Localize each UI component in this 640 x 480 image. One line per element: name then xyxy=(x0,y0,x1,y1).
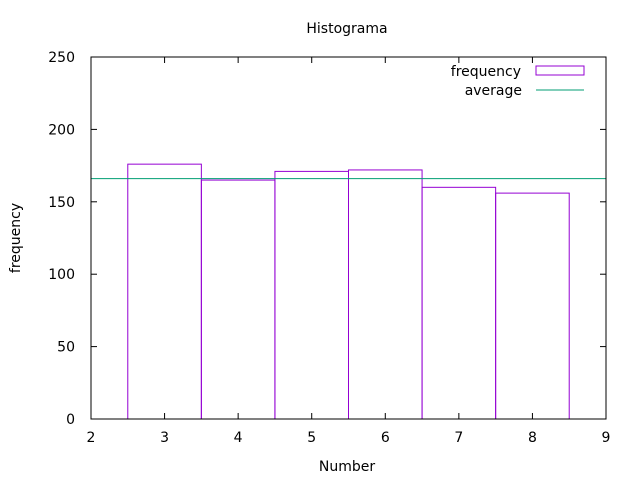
x-tick-label: 7 xyxy=(454,430,463,446)
histogram-bar xyxy=(274,170,349,420)
histogram-bar xyxy=(200,179,276,420)
x-tick-label: 4 xyxy=(234,430,243,446)
y-tick-label: 50 xyxy=(57,340,75,356)
histogram-bar xyxy=(495,192,570,420)
y-axis-ticks: 0 50 100 150 200 250 xyxy=(48,50,606,428)
y-tick-label: 150 xyxy=(48,195,75,211)
x-tick-label: 2 xyxy=(87,430,96,446)
histogram-bar xyxy=(127,163,202,420)
x-axis-label: Number xyxy=(319,459,375,475)
y-tick-label: 0 xyxy=(66,412,75,428)
legend: frequency average xyxy=(451,64,585,99)
legend-swatch-frequency xyxy=(535,65,585,76)
plot-frame xyxy=(90,56,607,420)
x-tick-label: 9 xyxy=(602,430,611,446)
x-tick-label: 3 xyxy=(160,430,169,446)
legend-label-frequency: frequency xyxy=(451,64,521,80)
legend-label-average: average xyxy=(465,83,522,99)
x-tick-label: 6 xyxy=(381,430,390,446)
chart-title: Histograma xyxy=(306,21,387,37)
histogram-bars xyxy=(127,163,570,420)
y-tick-label: 200 xyxy=(48,122,75,138)
x-tick-label: 8 xyxy=(528,430,537,446)
x-tick-label: 5 xyxy=(307,430,316,446)
x-axis-ticks: 2 3 4 5 6 7 8 9 xyxy=(87,57,611,446)
y-tick-label: 100 xyxy=(48,267,75,283)
y-tick-label: 250 xyxy=(48,50,75,66)
histogram-bar xyxy=(348,169,423,420)
histogram-bar xyxy=(421,186,497,420)
y-axis-label: frequency xyxy=(8,203,24,273)
